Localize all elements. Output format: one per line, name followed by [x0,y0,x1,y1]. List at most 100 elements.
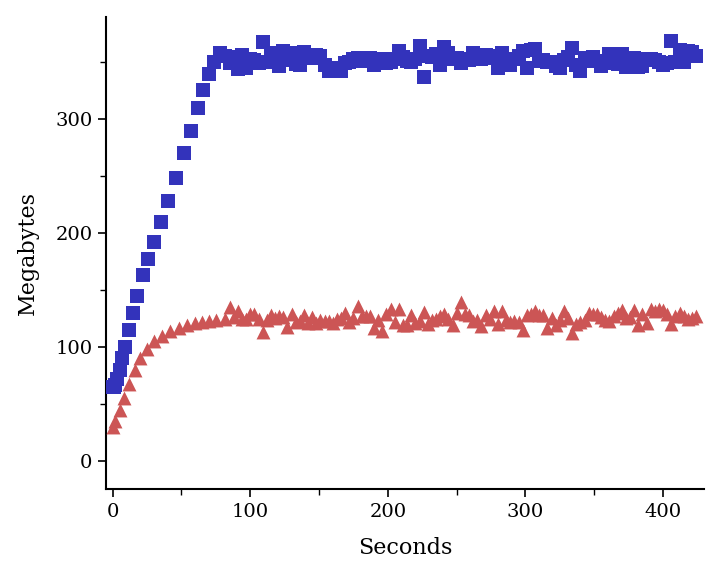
X-axis label: Seconds: Seconds [358,537,452,559]
Point [505,317,516,327]
Point [422,51,433,60]
Point [583,57,595,66]
Point [198,85,209,94]
Point [128,308,139,317]
Point [505,60,516,69]
Point [290,59,301,69]
Point [451,308,462,317]
Point [306,312,318,321]
Point [562,314,574,323]
Point [464,311,475,320]
Point [472,316,483,325]
Point [114,365,125,374]
Point [509,317,521,326]
Point [278,312,289,321]
Point [402,56,413,65]
Point [381,58,392,67]
Point [426,316,438,325]
Point [273,312,285,321]
Point [517,326,528,335]
Point [249,309,260,319]
Point [567,44,578,53]
Point [459,54,471,63]
Point [579,54,590,63]
Point [434,312,446,321]
Point [649,306,660,315]
Point [149,337,160,346]
Point [306,54,318,63]
Point [331,314,342,324]
Point [314,315,326,324]
Point [550,62,562,71]
Point [500,61,512,70]
Point [496,48,508,58]
Point [682,314,694,324]
Point [249,55,260,64]
Point [443,48,454,58]
Point [385,304,397,313]
Point [492,63,504,72]
Point [244,310,256,319]
Point [323,67,335,76]
Point [397,52,409,62]
Point [294,60,306,69]
Point [323,317,335,326]
Point [529,306,541,316]
Point [534,57,545,66]
Point [253,314,265,324]
Point [107,422,118,431]
Point [265,51,277,60]
Point [269,48,280,57]
Point [682,47,694,56]
Point [203,316,215,325]
Point [118,394,130,403]
Point [434,60,446,70]
Point [393,47,404,56]
Point [670,311,681,320]
Point [541,58,553,67]
Point [389,55,400,64]
Point [455,298,466,307]
Point [488,306,500,316]
Point [459,309,471,319]
Point [541,324,553,333]
Point [665,37,677,46]
Point [311,319,322,328]
Point [298,310,310,320]
Point [294,317,306,326]
Point [373,58,384,67]
Point [149,238,160,247]
Point [373,316,384,325]
Point [451,54,462,63]
Point [570,60,582,69]
Point [335,67,347,76]
Point [500,316,512,325]
Point [467,49,479,58]
Point [265,310,277,319]
Point [599,316,611,325]
Point [405,58,417,67]
Point [356,56,368,66]
Point [290,317,301,327]
Point [575,317,586,327]
Point [261,315,273,324]
Point [282,55,293,64]
Point [269,314,280,323]
Point [331,65,342,74]
Point [620,62,632,71]
Point [352,53,363,62]
Point [599,58,611,67]
Point [344,317,355,327]
Point [546,58,557,67]
Point [479,50,491,59]
Point [257,328,268,337]
Point [137,271,149,280]
Point [653,305,665,314]
Point [517,46,528,55]
Point [479,310,491,320]
Point [658,305,669,314]
Point [629,305,640,314]
Point [558,55,570,65]
Point [649,56,660,65]
Point [521,64,533,73]
